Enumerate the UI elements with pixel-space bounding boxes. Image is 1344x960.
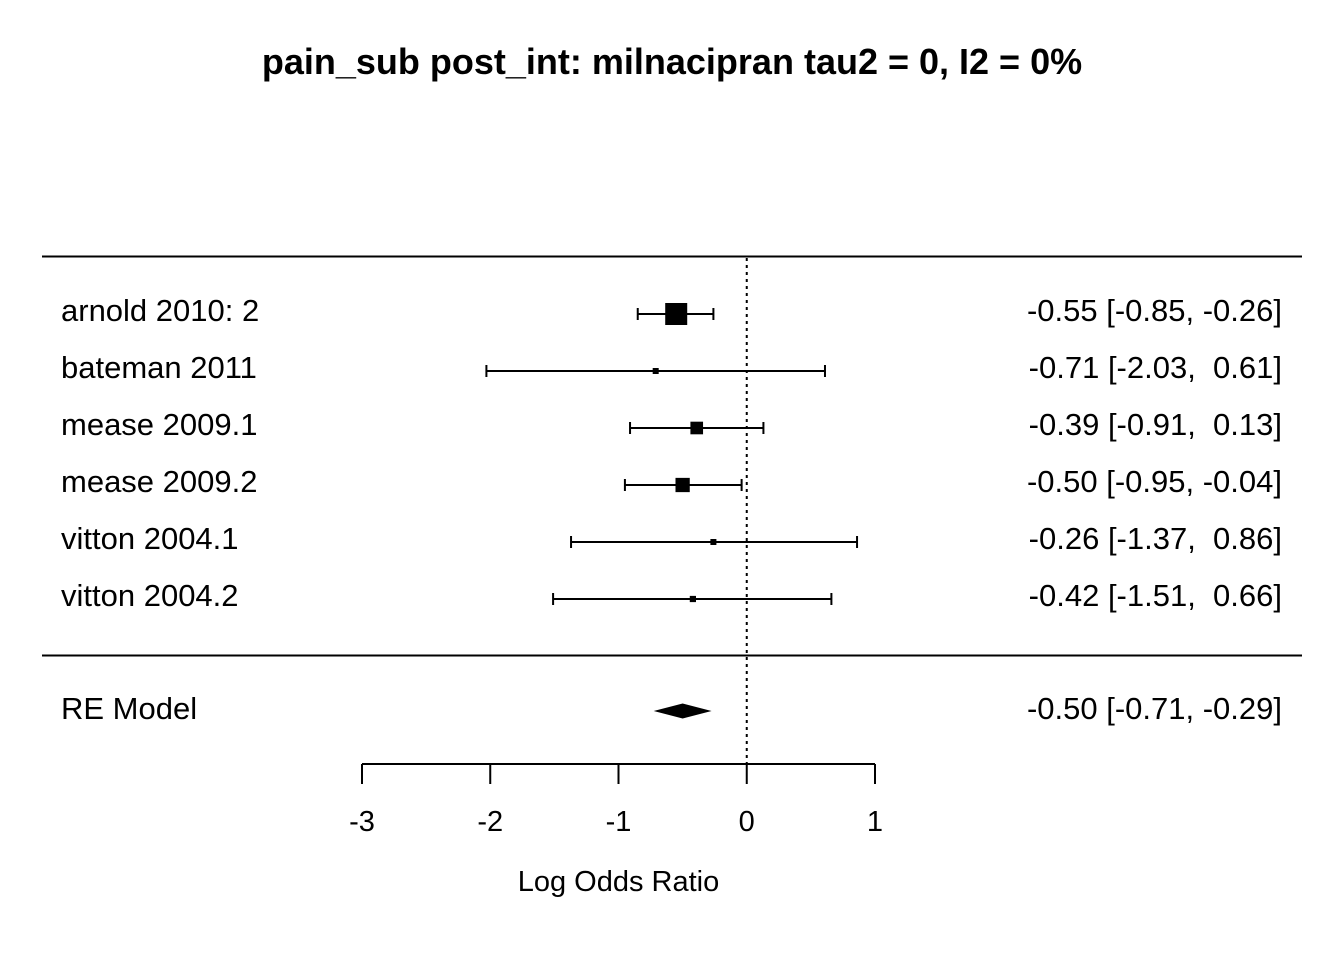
point-estimate-marker bbox=[665, 303, 688, 325]
study-row: mease 2009.2 -0.50 [-0.95, -0.04] bbox=[61, 464, 1282, 499]
study-label: vitton 2004.2 bbox=[61, 578, 239, 613]
point-estimate-marker bbox=[710, 539, 717, 545]
x-axis: -3 -2 -1 0 1 bbox=[349, 763, 883, 838]
study-label: mease 2009.2 bbox=[61, 464, 257, 499]
study-label: arnold 2010: 2 bbox=[61, 293, 259, 328]
ci-text: -0.26 [-1.37, 0.86] bbox=[1029, 521, 1282, 556]
point-estimate-marker bbox=[689, 595, 696, 603]
summary-label: RE Model bbox=[61, 691, 197, 726]
study-row: vitton 2004.1 -0.26 [-1.37, 0.86] bbox=[61, 521, 1282, 556]
summary-ci-text: -0.50 [-0.71, -0.29] bbox=[1027, 691, 1282, 726]
ci-text: -0.71 [-2.03, 0.61] bbox=[1029, 350, 1282, 385]
ci-text: -0.50 [-0.95, -0.04] bbox=[1027, 464, 1282, 499]
point-estimate-marker bbox=[690, 421, 704, 435]
x-tick-label: 1 bbox=[867, 806, 883, 838]
point-estimate-marker bbox=[652, 368, 659, 374]
ci-text: -0.39 [-0.91, 0.13] bbox=[1029, 407, 1282, 442]
summary-diamond bbox=[653, 703, 712, 719]
x-axis-title: Log Odds Ratio bbox=[518, 866, 720, 898]
study-row: bateman 2011 -0.71 [-2.03, 0.61] bbox=[61, 350, 1282, 385]
study-label: bateman 2011 bbox=[61, 350, 257, 385]
x-tick-label: 0 bbox=[739, 806, 755, 838]
study-row: arnold 2010: 2 -0.55 [-0.85, -0.26] bbox=[61, 293, 1282, 328]
point-estimate-marker bbox=[675, 477, 690, 493]
study-row: vitton 2004.2 -0.42 [-1.51, 0.66] bbox=[61, 578, 1282, 613]
study-label: vitton 2004.1 bbox=[61, 521, 239, 556]
x-tick-label: -3 bbox=[349, 806, 375, 838]
chart-title: pain_sub post_int: milnacipran tau2 = 0,… bbox=[262, 41, 1082, 82]
study-label: mease 2009.1 bbox=[61, 407, 257, 442]
study-row: mease 2009.1 -0.39 [-0.91, 0.13] bbox=[61, 407, 1282, 442]
summary-row: RE Model -0.50 [-0.71, -0.29] bbox=[61, 691, 1282, 726]
ci-text: -0.55 [-0.85, -0.26] bbox=[1027, 293, 1282, 328]
ci-text: -0.42 [-1.51, 0.66] bbox=[1029, 578, 1282, 613]
x-tick-label: -1 bbox=[606, 806, 632, 838]
x-tick-label: -2 bbox=[477, 806, 503, 838]
study-rows: arnold 2010: 2 -0.55 [-0.85, -0.26] batema… bbox=[61, 293, 1282, 613]
